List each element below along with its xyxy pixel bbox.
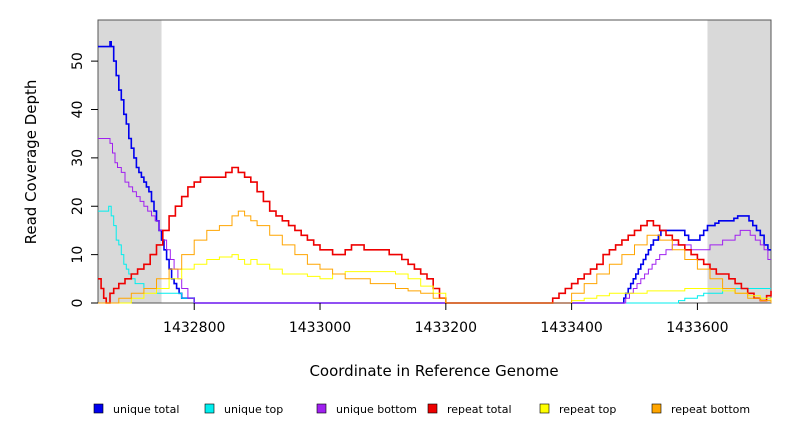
x-axis-title: Coordinate in Reference Genome — [309, 362, 558, 380]
series-lines — [98, 41, 772, 304]
series-repeat-bottom — [98, 210, 772, 304]
series-unique-bottom — [98, 138, 771, 304]
y-axis-title: Read Coverage Depth — [22, 80, 40, 245]
series-repeat-total — [98, 166, 772, 304]
shaded-region-2 — [707, 20, 771, 303]
y-axis: 0 10 20 30 40 50 — [70, 52, 98, 307]
legend-label-repeat-bottom: repeat bottom — [671, 403, 750, 416]
x-tick-label: 1432800 — [163, 320, 225, 336]
y-tick-label: 10 — [70, 246, 86, 264]
y-tick-label: 50 — [70, 52, 86, 70]
x-tick-label: 1433200 — [415, 320, 477, 336]
legend-label-unique-total: unique total — [113, 403, 179, 416]
y-tick-label: 20 — [70, 197, 86, 215]
legend-label-unique-bottom: unique bottom — [336, 403, 417, 416]
x-tick-label: 1433000 — [289, 320, 351, 336]
shaded-region-1 — [98, 20, 162, 303]
plot-frame — [97, 19, 772, 304]
legend-swatch-unique-bottom — [316, 403, 327, 414]
x-tick-label: 1433600 — [666, 320, 728, 336]
legend-label-unique-top: unique top — [224, 403, 283, 416]
legend-swatch-repeat-total — [427, 403, 438, 414]
x-axis: 1432800 1433000 1433200 1433400 1433600 — [163, 303, 729, 336]
legend-label-repeat-total: repeat total — [447, 403, 512, 416]
legend-label-repeat-top: repeat top — [559, 403, 616, 416]
shaded-regions — [98, 20, 771, 303]
legend: unique total unique top unique bottom repea… — [93, 403, 750, 416]
y-tick-label: 30 — [70, 149, 86, 167]
plot-border — [97, 19, 772, 304]
legend-swatch-unique-total — [93, 403, 104, 414]
legend-swatch-repeat-top — [539, 403, 550, 414]
x-tick-label: 1433400 — [540, 320, 602, 336]
y-tick-label: 0 — [70, 299, 86, 308]
legend-swatch-unique-top — [204, 403, 215, 414]
legend-swatch-repeat-bottom — [651, 403, 662, 414]
y-tick-label: 40 — [70, 101, 86, 119]
series-repeat-top — [98, 254, 772, 304]
